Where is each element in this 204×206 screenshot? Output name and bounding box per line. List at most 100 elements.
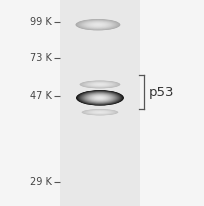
Ellipse shape (85, 22, 111, 28)
Ellipse shape (91, 95, 109, 101)
Ellipse shape (87, 22, 109, 27)
Ellipse shape (79, 91, 121, 104)
Ellipse shape (93, 111, 106, 113)
Ellipse shape (84, 21, 111, 28)
Ellipse shape (84, 81, 116, 88)
Ellipse shape (79, 20, 117, 29)
Ellipse shape (90, 111, 110, 114)
Ellipse shape (81, 81, 119, 88)
Ellipse shape (88, 94, 112, 102)
Ellipse shape (85, 82, 115, 87)
Ellipse shape (90, 95, 110, 101)
Ellipse shape (95, 24, 101, 25)
Ellipse shape (89, 82, 111, 87)
Ellipse shape (78, 91, 122, 105)
Ellipse shape (93, 23, 103, 26)
Text: p53: p53 (149, 85, 174, 99)
Ellipse shape (81, 20, 115, 29)
Ellipse shape (93, 24, 102, 26)
Ellipse shape (80, 81, 120, 88)
Text: 99 K: 99 K (30, 17, 52, 27)
Ellipse shape (83, 92, 117, 103)
Ellipse shape (89, 22, 107, 27)
Text: 73 K: 73 K (30, 53, 52, 63)
Ellipse shape (92, 111, 108, 114)
Ellipse shape (94, 96, 105, 100)
Ellipse shape (95, 83, 105, 85)
Ellipse shape (94, 111, 105, 113)
Ellipse shape (86, 93, 114, 103)
Ellipse shape (86, 94, 114, 102)
Ellipse shape (82, 109, 118, 115)
Ellipse shape (94, 24, 102, 26)
Ellipse shape (90, 23, 106, 27)
Ellipse shape (83, 92, 116, 103)
Ellipse shape (87, 82, 113, 87)
Ellipse shape (97, 84, 103, 85)
Ellipse shape (75, 19, 120, 30)
Ellipse shape (77, 20, 119, 30)
Ellipse shape (86, 22, 110, 28)
Ellipse shape (92, 95, 108, 101)
Ellipse shape (84, 93, 116, 103)
Ellipse shape (92, 95, 108, 100)
Ellipse shape (93, 111, 107, 114)
Ellipse shape (92, 83, 108, 86)
Text: 29 K: 29 K (30, 177, 52, 187)
Ellipse shape (96, 84, 104, 85)
Ellipse shape (81, 92, 119, 104)
Ellipse shape (91, 111, 109, 114)
Ellipse shape (77, 90, 123, 105)
Ellipse shape (80, 91, 120, 104)
Ellipse shape (83, 21, 113, 29)
Ellipse shape (93, 96, 107, 100)
Ellipse shape (80, 20, 116, 29)
Ellipse shape (82, 21, 114, 29)
Ellipse shape (99, 84, 101, 85)
Ellipse shape (94, 96, 106, 100)
Ellipse shape (89, 94, 111, 101)
Ellipse shape (87, 110, 113, 115)
Ellipse shape (98, 97, 102, 98)
Ellipse shape (90, 95, 110, 101)
Ellipse shape (92, 23, 104, 26)
Ellipse shape (96, 24, 100, 25)
Ellipse shape (82, 109, 117, 115)
Ellipse shape (95, 111, 104, 113)
Ellipse shape (78, 20, 118, 30)
Ellipse shape (79, 91, 121, 105)
Ellipse shape (97, 97, 103, 99)
Ellipse shape (83, 81, 117, 88)
Ellipse shape (91, 23, 105, 27)
Ellipse shape (88, 94, 112, 102)
Ellipse shape (85, 110, 115, 115)
Ellipse shape (85, 93, 115, 103)
Bar (60, 0, 140, 206)
Ellipse shape (89, 110, 111, 114)
Ellipse shape (98, 84, 102, 85)
Ellipse shape (93, 83, 107, 86)
Ellipse shape (77, 91, 123, 105)
Ellipse shape (95, 96, 105, 99)
Ellipse shape (84, 21, 112, 28)
Text: 47 K: 47 K (30, 91, 52, 101)
Ellipse shape (88, 110, 112, 114)
Ellipse shape (88, 22, 108, 27)
Ellipse shape (96, 97, 104, 99)
Ellipse shape (84, 110, 115, 115)
Ellipse shape (97, 112, 103, 113)
Ellipse shape (94, 83, 106, 86)
Ellipse shape (81, 92, 119, 104)
Ellipse shape (91, 83, 109, 86)
Ellipse shape (76, 19, 120, 30)
Ellipse shape (99, 97, 101, 98)
Ellipse shape (86, 82, 114, 87)
Ellipse shape (82, 81, 118, 88)
Ellipse shape (82, 92, 118, 104)
Ellipse shape (96, 112, 104, 113)
Ellipse shape (83, 110, 116, 115)
Ellipse shape (96, 97, 103, 99)
Ellipse shape (87, 94, 113, 102)
Ellipse shape (86, 110, 114, 115)
Ellipse shape (88, 82, 112, 87)
